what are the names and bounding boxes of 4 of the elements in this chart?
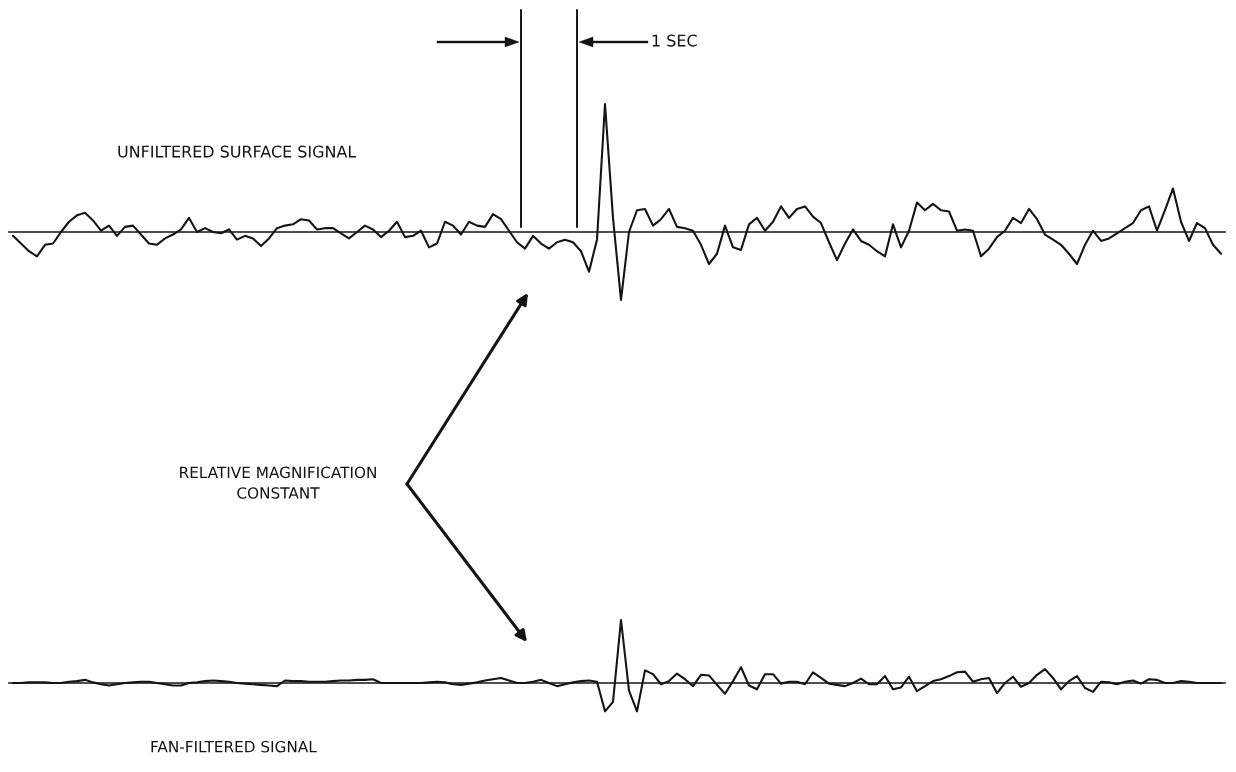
text: 1 SEC bbox=[652, 34, 697, 47]
text: RELATIVE MAGNIFICATION CONSTANT bbox=[180, 466, 376, 499]
text: UNFILTERED SURFACE SIGNAL bbox=[118, 145, 357, 158]
text: FAN-FILTERED SIGNAL bbox=[151, 740, 317, 753]
